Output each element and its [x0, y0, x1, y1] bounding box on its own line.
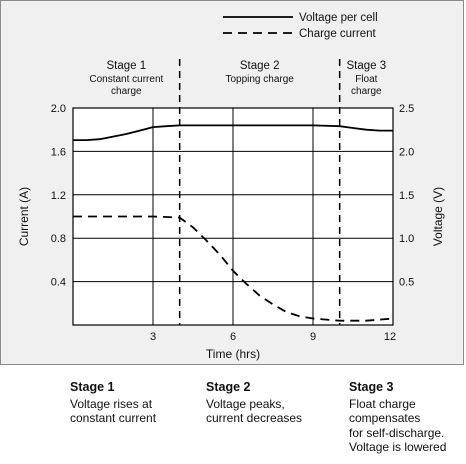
stage-header-subtitle: charge: [351, 86, 382, 97]
legend-label: Voltage per cell: [299, 12, 378, 24]
y-left-axis-title: Current (A): [17, 187, 31, 246]
y-right-tick-label: 1.5: [399, 190, 414, 202]
caption-stage-3-line: Float charge: [349, 396, 416, 411]
x-tick-label: 3: [150, 331, 156, 343]
chart-frame: 0.4 0.8 1.2 1.6 2.0 0.5 1.0 1.5 2.0 2.5 3 6 9 12 Stage…: [0, 0, 464, 365]
y-right-axis-title: Voltage (V): [431, 187, 445, 246]
stage-header-title: Stage 2: [240, 60, 280, 72]
caption-stage-3-line: Voltage is lowered: [349, 440, 447, 454]
y-right-tick-label: 0.5: [399, 277, 414, 289]
y-left-tick-label: 1.2: [51, 190, 66, 202]
x-tick-label: 12: [384, 331, 396, 343]
y-right-tick-label: 2.0: [399, 146, 414, 158]
caption-stage-2-line: current decreases: [206, 411, 303, 425]
charge-current-line: [73, 215, 394, 322]
caption-stage-2: Stage 2 Voltage peaks, current decreases: [206, 380, 302, 426]
stage-header-title: Stage 1: [107, 60, 147, 72]
stage-header-subtitle: Float: [355, 74, 377, 85]
y-left-tick-label: 2.0: [51, 103, 66, 115]
y-left-tick-label: 0.4: [51, 277, 66, 289]
chart-svg: 0.4 0.8 1.2 1.6 2.0 0.5 1.0 1.5 2.0 2.5 3 6 9 12 Stage…: [17, 12, 445, 361]
caption-stage-3-title: Stage 3: [349, 380, 394, 394]
stage-header-title: Stage 3: [347, 60, 387, 72]
y-left-tick-label: 0.8: [51, 233, 66, 245]
x-axis-title: Time (hrs): [206, 347, 260, 361]
caption-stage-1-title: Stage 1: [70, 380, 115, 394]
y-right-tick-label: 2.5: [399, 103, 414, 115]
stage-header-subtitle: charge: [111, 86, 142, 97]
caption-stage-2-line: Voltage peaks,: [206, 396, 285, 411]
legend-label: Charge current: [299, 28, 377, 40]
caption-stage-3: Stage 3 Float charge compensates for sel…: [349, 380, 446, 455]
caption-stage-2-title: Stage 2: [206, 380, 251, 394]
stage-header-subtitle: Constant current: [89, 74, 163, 85]
y-right-tick-label: 1.0: [399, 233, 414, 245]
caption-stage-3-line: for self-discharge.: [349, 425, 445, 440]
y-left-tick-label: 1.6: [51, 146, 66, 158]
x-tick-label: 6: [230, 331, 236, 343]
caption-stage-1-line: Voltage rises at: [70, 396, 153, 411]
caption-stage-1: Stage 1 Voltage rises at constant curren…: [70, 380, 156, 426]
stage-header-subtitle: Topping charge: [225, 74, 294, 85]
voltage-line: [73, 124, 393, 142]
caption-stage-1-line: constant current: [70, 411, 157, 425]
x-tick-label: 9: [310, 331, 316, 343]
caption-stage-3-line: compensates: [349, 411, 421, 425]
